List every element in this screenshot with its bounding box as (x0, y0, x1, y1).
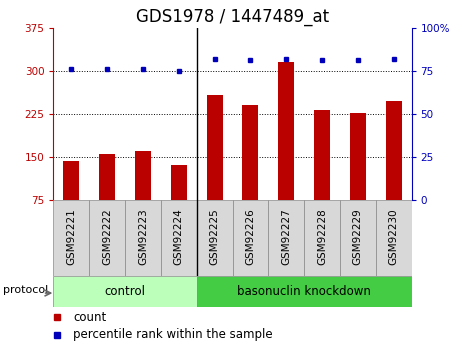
Text: GSM92229: GSM92229 (353, 208, 363, 265)
Text: basonuclin knockdown: basonuclin knockdown (237, 285, 371, 298)
Bar (242, 105, 259, 200)
Bar (135, 151, 151, 200)
FancyBboxPatch shape (53, 200, 89, 276)
FancyBboxPatch shape (340, 200, 376, 276)
Text: protocol: protocol (3, 285, 48, 295)
Text: GSM92225: GSM92225 (210, 208, 219, 265)
Text: GSM92223: GSM92223 (138, 208, 148, 265)
Text: GSM92222: GSM92222 (102, 208, 112, 265)
FancyBboxPatch shape (161, 200, 197, 276)
Bar (314, 110, 330, 200)
Bar (278, 61, 294, 200)
FancyBboxPatch shape (197, 200, 232, 276)
FancyBboxPatch shape (89, 200, 125, 276)
Bar (63, 161, 80, 200)
Text: GSM92230: GSM92230 (389, 208, 399, 265)
Bar (206, 95, 223, 200)
Bar (385, 101, 402, 200)
Title: GDS1978 / 1447489_at: GDS1978 / 1447489_at (136, 8, 329, 26)
FancyBboxPatch shape (304, 200, 340, 276)
FancyBboxPatch shape (125, 200, 161, 276)
Text: GSM92221: GSM92221 (66, 208, 76, 265)
Bar (171, 165, 187, 200)
Text: GSM92226: GSM92226 (246, 208, 255, 265)
Text: GSM92227: GSM92227 (281, 208, 291, 265)
Text: GSM92224: GSM92224 (174, 208, 184, 265)
Bar (99, 154, 115, 200)
Bar (350, 113, 366, 200)
FancyBboxPatch shape (268, 200, 304, 276)
FancyBboxPatch shape (197, 276, 412, 307)
Text: control: control (105, 285, 146, 298)
FancyBboxPatch shape (232, 200, 268, 276)
Text: GSM92228: GSM92228 (317, 208, 327, 265)
FancyBboxPatch shape (376, 200, 412, 276)
Text: count: count (73, 311, 106, 324)
Text: percentile rank within the sample: percentile rank within the sample (73, 328, 273, 341)
FancyBboxPatch shape (53, 276, 197, 307)
